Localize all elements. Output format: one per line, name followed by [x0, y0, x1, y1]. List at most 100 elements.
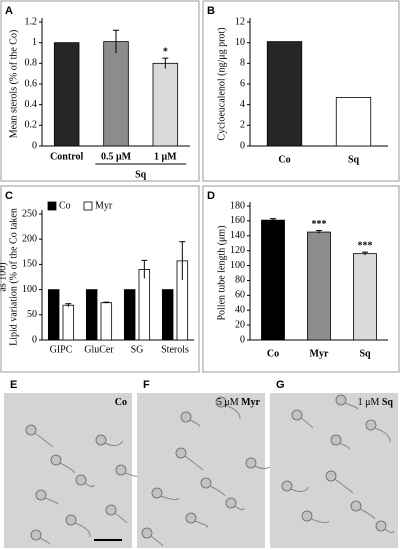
x-tick-label: GIPC	[50, 344, 73, 355]
bar	[53, 42, 80, 147]
bar	[152, 62, 179, 147]
y-tick-label: 1	[32, 37, 37, 48]
pollen-grain	[225, 497, 237, 509]
pollen-grain	[141, 527, 153, 539]
y-axis-title: Mean sterols (% of the Co)	[8, 30, 19, 139]
pollen-tube	[384, 528, 395, 534]
y-tick-label: 50	[27, 309, 37, 320]
x-tick-label: Myr	[310, 348, 329, 359]
panel-frame	[202, 0, 400, 182]
pollen-grain	[30, 529, 42, 541]
pollen-tube	[150, 535, 164, 547]
panel-label: F	[143, 379, 150, 391]
y-tick-label: 0	[32, 334, 37, 345]
pollen-grain	[65, 514, 77, 526]
pollen-grain	[105, 504, 117, 516]
pollen-grain	[330, 434, 342, 446]
bar	[266, 41, 303, 147]
pollen-tube	[160, 495, 180, 501]
x-tick-label: Control	[50, 151, 83, 162]
y-tick-label: 0.4	[25, 99, 38, 110]
y-tick-label: 0.8	[25, 58, 38, 69]
y-tick-label: 0	[240, 140, 245, 151]
pollen-tube	[300, 417, 314, 429]
pollen-tube	[39, 537, 51, 545]
bar	[62, 304, 75, 341]
y-tick-label: 250	[22, 208, 37, 219]
pollen-grain	[215, 396, 227, 408]
pollen-grain	[50, 454, 62, 466]
bar	[47, 289, 60, 341]
y-tick-label: 100	[22, 284, 37, 295]
caption-prefix: 1 μM	[358, 397, 380, 408]
legend-swatch	[83, 201, 93, 211]
pollen-grain	[180, 411, 192, 423]
x-tick-label: GluCer	[84, 344, 114, 355]
bar	[335, 97, 372, 147]
pollen-grain	[200, 477, 212, 489]
pollen-grain	[301, 510, 313, 522]
y-tick-label: 8	[240, 58, 245, 69]
x-tick-label: SG	[131, 344, 144, 355]
y-tick-label: 40	[235, 305, 245, 316]
y-tick-label: 0.6	[25, 78, 38, 89]
bar	[85, 289, 98, 341]
pollen-tube	[104, 440, 124, 447]
y-tick-label: 20	[235, 319, 245, 330]
pollen-grain	[245, 457, 257, 469]
panel-label: D	[207, 190, 215, 202]
pollen-grain	[175, 447, 187, 459]
y-tick-label: 100	[230, 260, 245, 271]
caption-prefix: 5 μM	[217, 397, 239, 408]
panel-label: E	[10, 379, 17, 391]
bar	[161, 289, 174, 341]
pollen-grain	[151, 487, 163, 499]
y-tick-label: 200	[22, 233, 37, 244]
bar	[100, 302, 113, 341]
y-axis-title: Pollen tube length (μm)	[216, 225, 227, 320]
pollen-tube	[189, 419, 201, 427]
panel-label: B	[207, 5, 215, 17]
pollen-tube	[114, 512, 128, 524]
panel-frame	[0, 185, 200, 373]
caption-treatment: Sq	[382, 397, 394, 408]
legend-swatch	[47, 201, 57, 211]
bar	[138, 269, 151, 341]
y-tick-label: 60	[235, 290, 245, 301]
micrograph-caption: 5 μM Myr	[217, 397, 261, 408]
panel-label: G	[276, 379, 285, 391]
micrograph	[4, 393, 132, 548]
pollen-tube	[224, 404, 241, 420]
x-tick-label: Sterols	[161, 344, 189, 355]
panel-label: A	[5, 5, 13, 17]
pollen-tube	[344, 402, 359, 410]
y-tick-label: 160	[230, 215, 245, 226]
significance: *	[163, 46, 168, 57]
y-tick-label: 140	[230, 230, 245, 241]
legend-label: Co	[59, 200, 71, 211]
y-axis-title: Cycloeucalenol (ng/μg prot)	[216, 27, 227, 140]
y-tick-label: 150	[22, 259, 37, 270]
pollen-tube	[59, 462, 76, 474]
pollen-tube	[234, 505, 245, 511]
pollen-tube	[359, 508, 376, 520]
pollen-grain	[185, 512, 197, 524]
pollen-grain	[291, 409, 303, 421]
group-label: Sq	[135, 169, 147, 180]
x-tick-label: Co	[278, 154, 290, 165]
x-tick-label: 0.5 μM	[101, 151, 132, 162]
y-tick-label: 80	[235, 275, 245, 286]
x-tick-label: Co	[267, 348, 279, 359]
y-tick-label: 6	[240, 78, 245, 89]
pollen-grain	[281, 480, 293, 492]
pollen-grain	[350, 500, 362, 512]
y-tick-label: 1.2	[25, 16, 38, 27]
pollen-tube	[34, 432, 54, 448]
bar	[353, 253, 377, 341]
pollen-grain	[375, 520, 387, 532]
panel-frame	[202, 185, 400, 373]
legend-label: Myr	[95, 200, 113, 211]
y-axis-title: as 100)	[0, 262, 8, 291]
x-tick-label: Sq	[348, 154, 360, 165]
